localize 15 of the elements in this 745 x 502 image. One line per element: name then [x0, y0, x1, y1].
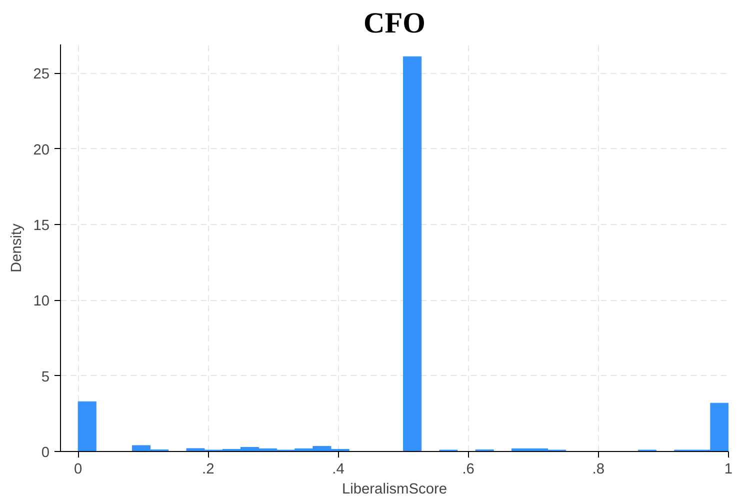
x-tick-label: .8 [592, 462, 605, 478]
x-tick-label: .4 [332, 462, 344, 478]
y-tick-label: 15 [33, 218, 50, 234]
x-tick-label: .2 [202, 462, 214, 478]
x-tick-label: .6 [462, 462, 474, 478]
y-tick-label: 20 [33, 142, 50, 158]
x-tick-label: 0 [74, 462, 82, 478]
y-axis-title: Density [9, 222, 26, 272]
y-tick-label: 10 [33, 294, 50, 310]
y-tick-label: 25 [33, 66, 50, 83]
chart-title: CFO [364, 8, 426, 40]
y-tick-label: 0 [41, 445, 50, 461]
y-tick-label: 5 [41, 369, 50, 386]
x-tick-label: 1 [724, 462, 733, 478]
x-axis-title: LiberalismScore [342, 482, 448, 498]
